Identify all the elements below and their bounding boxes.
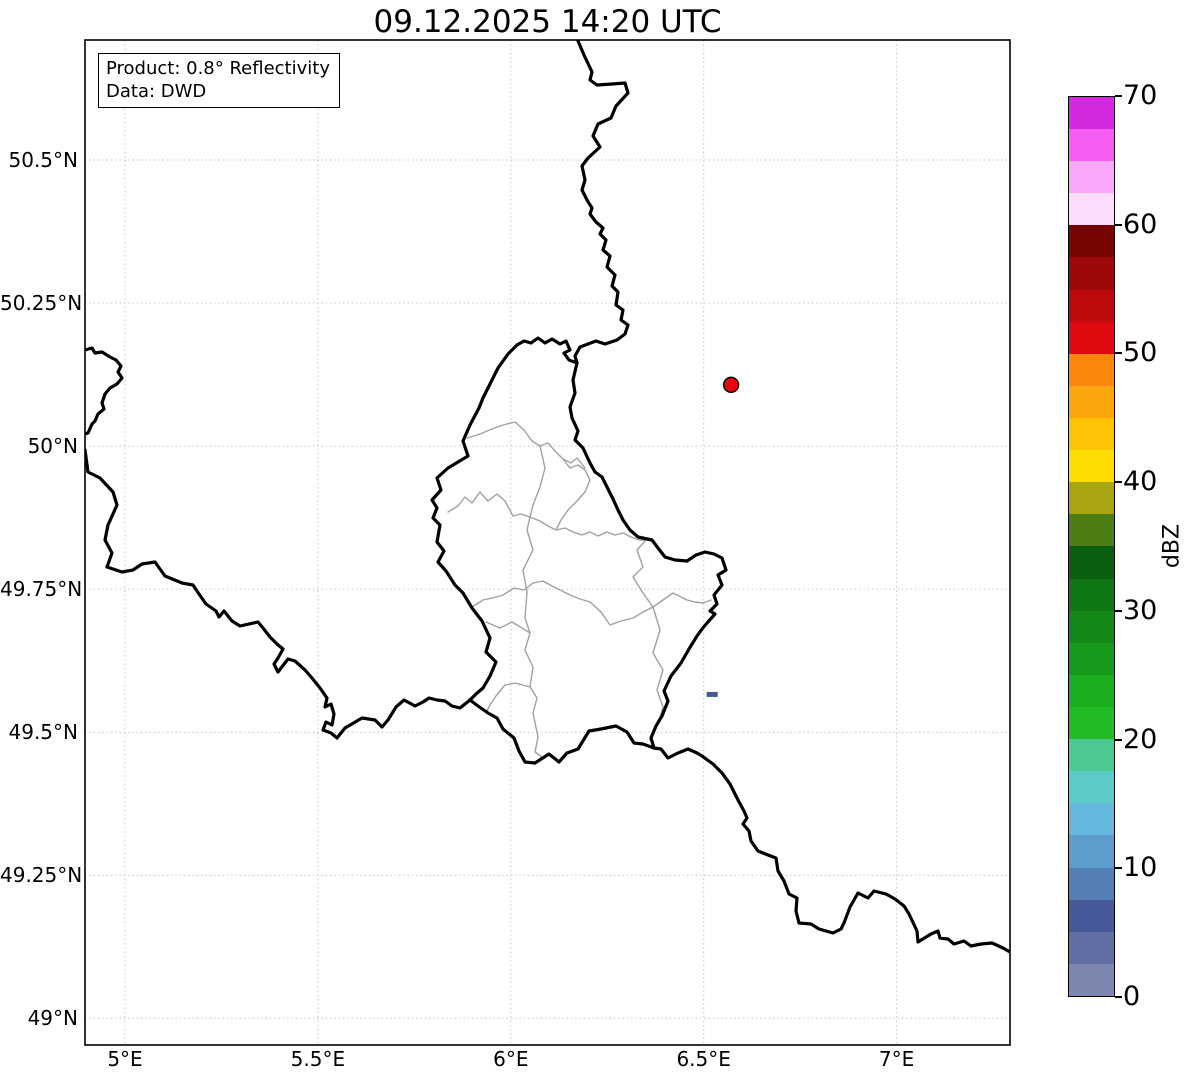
colorbar-tickmark [1115,867,1122,870]
colorbar [1068,96,1115,997]
colorbar-segment-55-57.5dbz [1069,257,1114,290]
colorbar-segment-12.5-15dbz [1069,803,1114,836]
y-axis-tick-label: 49.5°N [8,720,79,745]
y-axis-tick-label: 50°N [27,434,78,459]
colorbar-tickmark [1115,95,1122,97]
colorbar-segment-42.5-45dbz [1069,418,1114,451]
y-axis-tick-label: 49.25°N [0,863,83,888]
x-axis-tick-label: 5.5°E [290,1047,346,1071]
colorbar-tick-label: 60 [1123,208,1158,240]
colorbar-tick-label: 10 [1123,852,1158,884]
radar-detection-dot [722,376,740,394]
x-axis-tick-label: 6°E [493,1047,529,1071]
colorbar-segment-5-7.5dbz [1069,899,1114,932]
colorbar-segment-27.5-30dbz [1069,610,1114,643]
product-line: Product: 0.8° Reflectivity [106,58,330,79]
colorbar-segment-52.5-55dbz [1069,289,1114,322]
y-axis-tick-label: 50.25°N [0,291,83,316]
colorbar-tick-label: 70 [1123,80,1158,111]
border-belgium-germany [573,40,630,365]
colorbar-segment-47.5-50dbz [1069,353,1114,386]
colorbar-segment-7.5-10dbz [1069,867,1114,900]
colorbar-segment-15-17.5dbz [1069,771,1114,804]
colorbar-segment-30-32.5dbz [1069,578,1114,611]
x-axis-tick-label: 6.5°E [676,1047,731,1071]
colorbar-segment-57.5-60dbz [1069,225,1114,258]
colorbar-segment-22.5-25dbz [1069,674,1114,708]
colorbar-segment-45-47.5dbz [1069,385,1114,419]
colorbar-segment-32.5-35dbz [1069,546,1114,579]
y-axis-tick-label: 49°N [27,1006,78,1031]
colorbar-segment-17.5-20dbz [1069,739,1114,772]
colorbar-segment-60-62.5dbz [1069,193,1114,226]
colorbar-tick-label: 40 [1123,466,1158,498]
national-borders [85,40,1010,954]
graticule-gridlines [85,40,1010,1045]
colorbar-segment-20-22.5dbz [1069,707,1114,740]
colorbar-segment-40-42.5dbz [1069,450,1114,483]
colorbar-tickmark [1115,223,1122,226]
colorbar-segment-65-67.5dbz [1069,129,1114,162]
border-luxembourg-east [568,361,728,750]
data-source-line: Data: DWD [106,81,207,102]
colorbar-segment-50-52.5dbz [1069,321,1114,354]
colorbar-segment-37.5-40dbz [1069,482,1114,515]
y-axis-tick-label: 50.5°N [8,148,79,172]
colorbar-tick-label: 50 [1123,337,1158,369]
colorbar-segment-35-37.5dbz [1069,514,1114,547]
colorbar-segment-10-12.5dbz [1069,835,1114,868]
colorbar-tick-label: 0 [1123,981,1141,1012]
product-info-box: Product: 0.8° Reflectivity Data: DWD [98,53,340,108]
border-france-belgium [85,448,472,740]
figure-title: 09.12.2025 14:20 UTC [373,4,722,40]
colorbar-tickmark [1115,996,1122,998]
colorbar-segment-0-2.5dbz [1069,963,1114,996]
colorbar-segment-2.5-5dbz [1069,931,1114,964]
colorbar-segment-25-27.5dbz [1069,642,1114,675]
radar-echo-markers [706,376,740,697]
colorbar-tick-label: 20 [1123,723,1158,755]
map-frame [84,39,1011,1046]
colorbar-tickmark [1115,738,1122,741]
colorbar-axis-label: dBZ [1159,523,1185,569]
border-luxembourg-north [515,336,579,365]
border-luxembourg-south [468,698,656,765]
colorbar-tickmark [1115,481,1122,484]
colorbar-tickmark [1115,609,1122,612]
colorbar-tick-label: 30 [1123,594,1158,626]
colorbar-segment-67.5-70dbz [1069,96,1114,130]
border-france-germany [652,746,1010,954]
border-luxembourg-west [430,343,519,702]
canton-borders [447,421,712,758]
y-axis-tick-label: 49.75°N [0,577,83,602]
x-axis-tick-label: 7°E [878,1047,915,1071]
border-france-west-inlet [85,346,124,436]
reflectivity-pixel [706,691,718,697]
x-axis-tick-label: 5°E [107,1047,143,1071]
colorbar-tickmark [1115,352,1122,355]
colorbar-segment-62.5-65dbz [1069,161,1114,194]
